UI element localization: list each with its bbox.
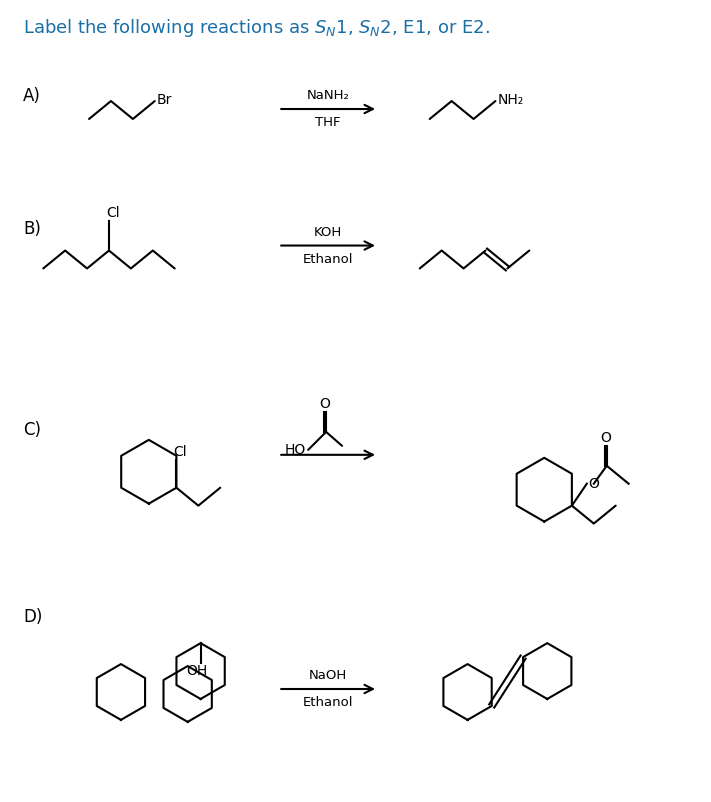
Text: B): B) <box>23 220 41 237</box>
Text: NaNH₂: NaNH₂ <box>306 89 350 102</box>
Text: O: O <box>320 397 331 411</box>
Text: NaOH: NaOH <box>309 669 347 682</box>
Text: Label the following reactions as $S_N$1, $S_N$2, E1, or E2.: Label the following reactions as $S_N$1,… <box>23 18 490 39</box>
Text: Ethanol: Ethanol <box>303 253 353 265</box>
Text: KOH: KOH <box>314 225 342 238</box>
Text: A): A) <box>23 87 41 105</box>
Text: Cl: Cl <box>173 445 187 459</box>
Text: HO: HO <box>285 443 306 457</box>
Text: D): D) <box>23 608 43 626</box>
Text: O: O <box>588 476 599 491</box>
Text: Br: Br <box>157 93 172 107</box>
Text: NH₂: NH₂ <box>498 93 524 107</box>
Text: THF: THF <box>316 116 341 129</box>
Text: O: O <box>600 431 611 445</box>
Text: OH: OH <box>186 664 207 678</box>
Text: Cl: Cl <box>106 205 119 220</box>
Text: Ethanol: Ethanol <box>303 696 353 709</box>
Text: C): C) <box>23 421 41 439</box>
